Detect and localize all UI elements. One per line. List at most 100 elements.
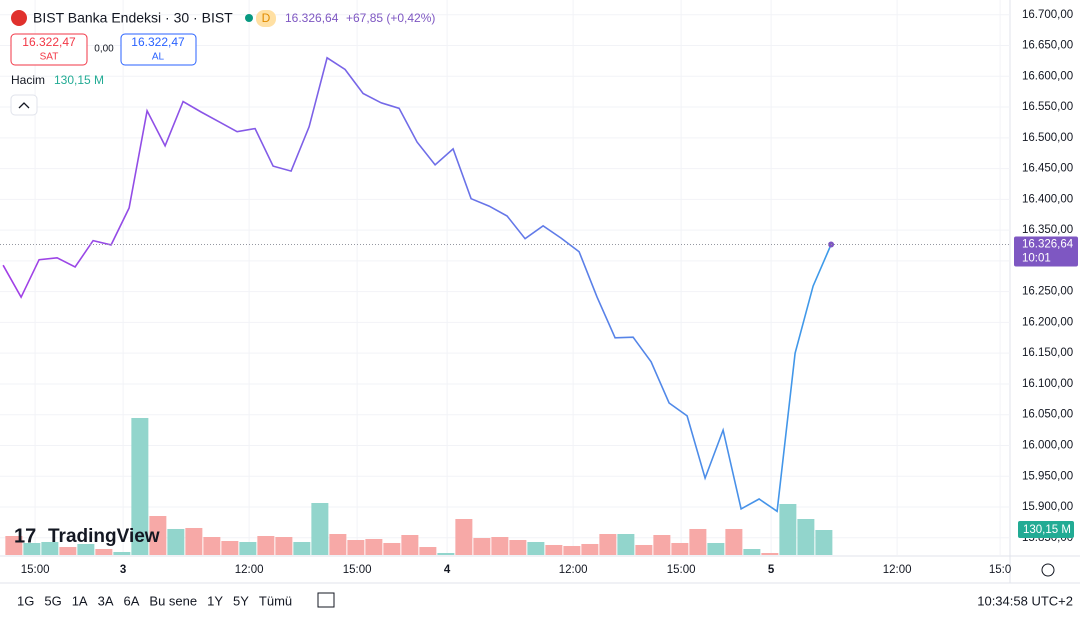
volume-value: 130,15 M [54,73,104,87]
volume-bar [671,542,689,555]
volume-bar [779,503,797,555]
collapse-button[interactable] [10,94,38,116]
x-tick-label: 15:00 [343,564,372,576]
y-tick-label: 15.950,00 [1022,470,1073,482]
volume-bar [419,547,437,555]
x-tick-label: 4 [444,564,451,576]
y-tick-label: 16.650,00 [1022,40,1073,52]
volume-bar [347,539,365,555]
volume-bar [329,534,347,555]
volume-bar [311,502,329,555]
volume-bar [491,536,509,555]
y-tick-label: 16.100,00 [1022,378,1073,390]
y-tick-label: 16.400,00 [1022,193,1073,205]
volume-bar [743,549,761,555]
calendar-icon[interactable] [317,592,335,608]
volume-bar [725,528,743,555]
volume-bar [653,535,671,555]
title: BIST Banka Endeksi · 30 · BIST [33,10,233,26]
volume-bar [401,535,419,555]
logo: TradingView [48,526,160,547]
volume-bar [221,540,239,555]
volume-bar [581,543,599,555]
volume-bar [131,417,149,555]
x-tick-label: 3 [120,564,126,576]
range-button[interactable]: 5G [44,593,61,608]
badge [256,10,276,27]
y-tick-label: 16.550,00 [1022,101,1073,113]
range-button[interactable]: 6A [124,593,140,608]
x-tick-label: 15:0 [989,564,1011,576]
y-tick-label: 16.700,00 [1022,9,1073,21]
volume-bar [635,544,653,555]
volume-bar [455,518,473,555]
sell-button[interactable] [10,33,88,66]
y-tick-label: 16.000,00 [1022,440,1073,452]
buy-label: AL [152,52,165,63]
y-tick-label: 16.500,00 [1022,132,1073,144]
y-tick-label: 16.050,00 [1022,409,1073,421]
y-tick-label: 16.600,00 [1022,70,1073,82]
x-tick-label: 12:00 [235,564,264,576]
y-tick-label: 16.350,00 [1022,224,1073,236]
flag-icon [11,10,27,26]
volume-bar [545,544,563,555]
volume-bar [563,545,581,555]
price-line [2,56,832,513]
volume-tag-value: 130,15 M [1023,524,1071,536]
volume-bar [761,553,779,555]
range-button[interactable]: 5Y [233,593,249,608]
price-tag-time: 10:01 [1022,253,1051,265]
x-tick-label: 15:00 [667,564,696,576]
range-button[interactable]: 1Y [207,593,223,608]
chevron [18,102,30,109]
y-tick-label: 15.900,00 [1022,501,1073,513]
volume-bar [77,543,95,555]
spread: 0,00 [94,44,114,55]
interval-badge: D [262,11,271,25]
status-dot [245,14,253,22]
volume-bar [23,542,41,555]
volume-bar [5,536,23,555]
y-tick-label: 16.200,00 [1022,316,1073,328]
x-tick-label: 12:00 [883,564,912,576]
range-button[interactable]: Tümü [259,593,292,608]
volume-bar [41,541,59,555]
volume-bar [437,553,455,555]
price: 16.326,64 [285,11,339,25]
volume-label: Hacim [11,73,45,87]
volume-bar [815,529,833,555]
volume-bar [293,541,311,555]
volume-bar [203,536,221,555]
buy-button[interactable] [120,33,197,66]
settings-icon[interactable] [1041,563,1055,577]
price-tag [1014,236,1078,267]
volume-bar [527,541,545,555]
plot [0,0,1010,555]
sell-label: SAT [40,52,59,63]
volume-bar [689,528,707,555]
logo-mark: 17 [14,525,36,547]
range-button[interactable]: 3A [98,593,114,608]
y-tick-label: 16.150,00 [1022,347,1073,359]
volume-bar [509,539,527,555]
y-tick-label: 16.450,00 [1022,163,1073,175]
x-tick-label: 15:00 [21,564,50,576]
volume-bar [149,516,167,555]
range-button[interactable]: 1A [72,593,88,608]
sell-price: 16.322,47 [22,35,76,49]
volume-bar [599,534,617,555]
volume-tag [1018,520,1074,538]
x-tick-label: 5 [768,564,775,576]
buy-price: 16.322,47 [131,35,185,49]
y-tick-label: 16.250,00 [1022,286,1073,298]
range-button[interactable]: Bu sene [149,593,197,608]
range-button[interactable]: 1G [17,593,34,608]
volume-bar [95,549,113,555]
clock: 10:34:58 UTC+2 [977,593,1073,608]
volume-bar [473,537,491,555]
volume-bar [797,518,815,555]
volume-bar [365,538,383,555]
volume-bar [185,527,203,555]
